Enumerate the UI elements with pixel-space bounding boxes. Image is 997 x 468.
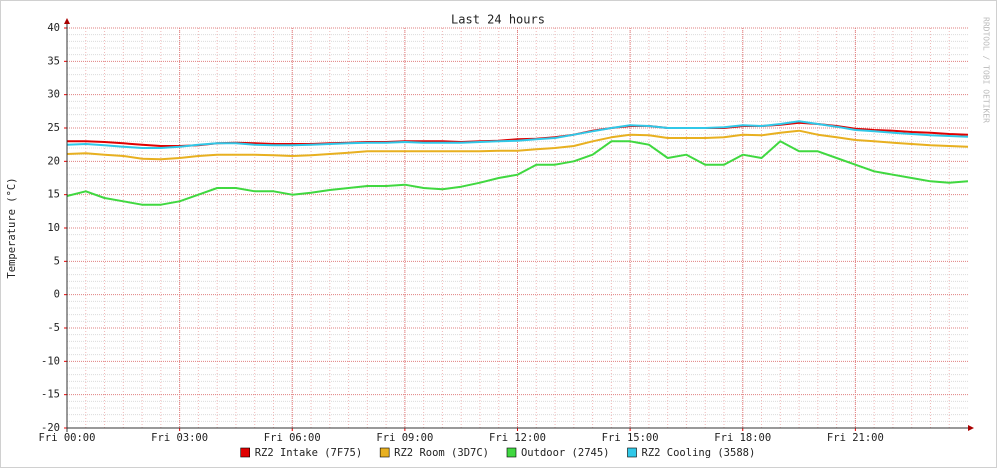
y-tick-label: 35 <box>47 55 60 67</box>
y-tick-label: -15 <box>41 389 60 401</box>
y-tick-label: -10 <box>41 355 60 367</box>
legend-swatch <box>240 447 250 458</box>
y-tick-label: 15 <box>47 189 60 201</box>
y-arrow <box>64 18 70 24</box>
x-tick-label: Fri 06:00 <box>264 432 321 444</box>
x-tick-label: Fri 03:00 <box>151 432 208 444</box>
y-tick-label: -20 <box>41 422 60 434</box>
plot <box>66 120 969 206</box>
y-tick-label: 0 <box>54 289 60 301</box>
y-tick-label: 40 <box>47 22 60 34</box>
y-tick-label: 25 <box>47 122 60 134</box>
axes <box>64 18 974 432</box>
legend-label: RZ2 Intake (7F75) <box>255 447 362 459</box>
x-tick-label: Fri 09:00 <box>376 432 433 444</box>
x-tick-label: Fri 18:00 <box>714 432 771 444</box>
legend-swatch <box>379 447 390 458</box>
legend-label: Outdoor (2745) <box>521 447 610 459</box>
y-tick-label: 5 <box>54 255 60 267</box>
x-tick-label: Fri 00:00 <box>39 432 96 444</box>
legend-swatch <box>506 447 517 458</box>
y-axis-label: Temperature (°C) <box>6 177 18 278</box>
y-tick-label: 10 <box>47 222 60 234</box>
x-tick-label: Fri 15:00 <box>602 432 659 444</box>
y-tick-label: 20 <box>47 155 60 167</box>
legend-swatch <box>627 447 637 458</box>
series-line <box>66 120 969 149</box>
grid <box>64 27 968 431</box>
y-tick-label: 30 <box>47 89 60 101</box>
series-line <box>66 140 969 206</box>
x-arrow <box>968 425 974 431</box>
legend: RZ2 Intake (7F75) RZ2 Room (3D7C) Outdoor … <box>240 447 756 459</box>
legend-label: RZ2 Cooling (3588) <box>642 447 756 459</box>
watermark: RRDTOOL / TOBI OETIKER <box>982 17 991 123</box>
chart-title: Last 24 hours <box>451 13 545 27</box>
x-tick-label: Fri 21:00 <box>827 432 884 444</box>
x-tick-label: Fri 12:00 <box>489 432 546 444</box>
series-line <box>66 129 969 161</box>
y-tick-label: -5 <box>47 322 60 334</box>
legend-label: RZ2 Room (3D7C) <box>394 447 489 459</box>
